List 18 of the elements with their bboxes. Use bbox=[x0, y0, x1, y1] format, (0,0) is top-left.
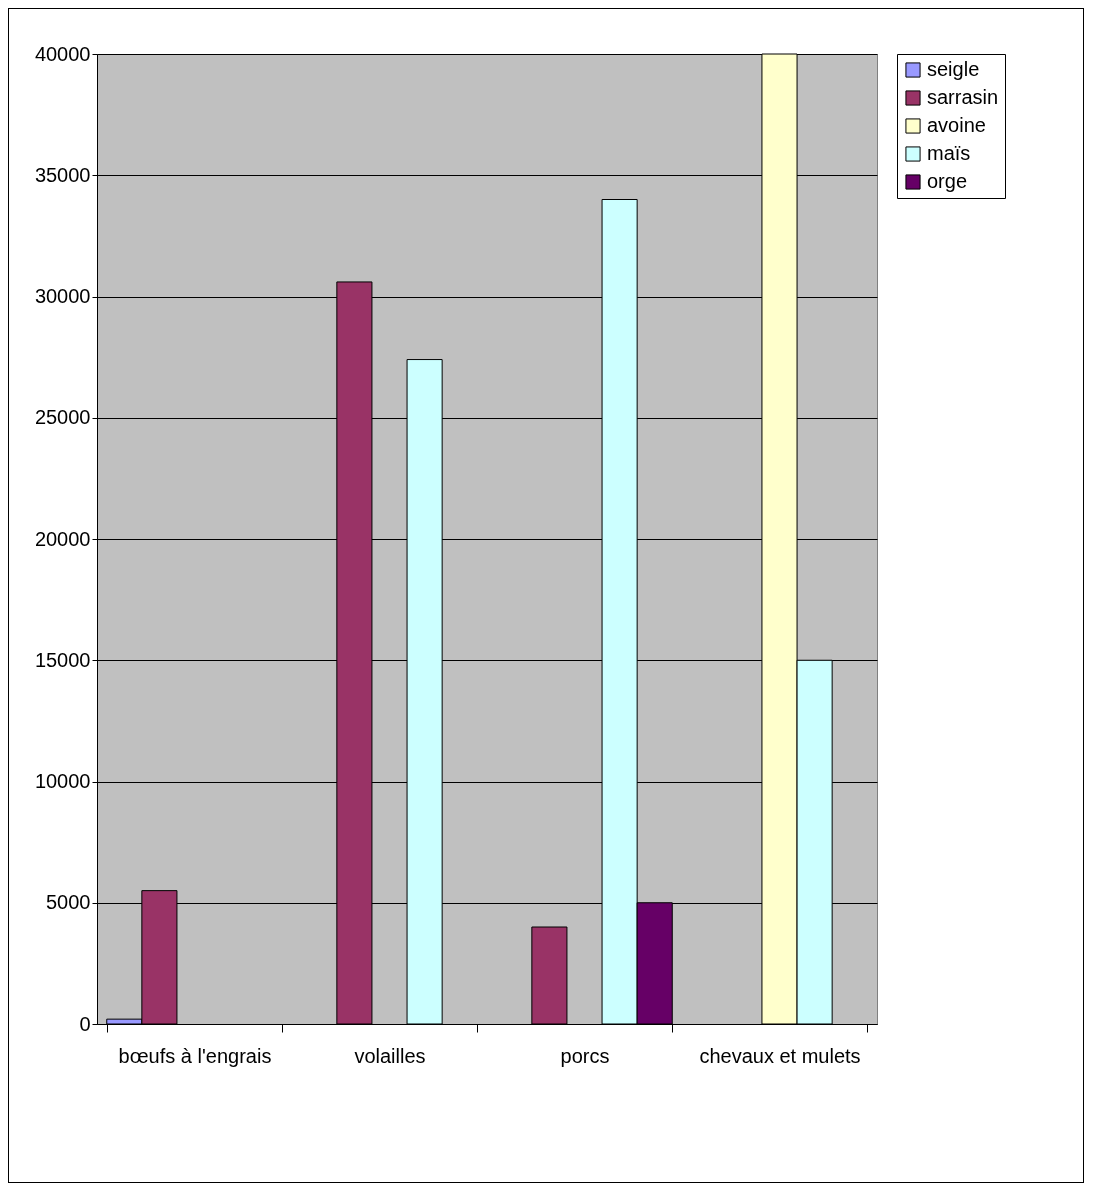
y-tick-label: 35000 bbox=[34, 163, 91, 186]
x-tick-label: bœufs à l'engrais bbox=[118, 1044, 272, 1067]
x-tick-label: volailles bbox=[354, 1044, 426, 1067]
legend-label: seigle bbox=[927, 58, 980, 80]
y-tick-label: 10000 bbox=[34, 770, 91, 792]
y-tick-label: 0 bbox=[79, 1012, 91, 1035]
legend-label: orge bbox=[927, 170, 968, 192]
legend-label: sarrasin bbox=[927, 86, 999, 108]
y-tick-label: 5000 bbox=[46, 891, 91, 914]
y-tick-label: 40000 bbox=[34, 42, 91, 65]
x-tick-label: chevaux et mulets bbox=[699, 1044, 861, 1067]
legend-label: avoine bbox=[927, 114, 986, 136]
y-tick-label: 30000 bbox=[34, 285, 91, 307]
y-tick-label: 15000 bbox=[34, 648, 91, 671]
legend-label: maïs bbox=[927, 142, 971, 164]
y-tick-label: 20000 bbox=[34, 527, 91, 550]
y-tick-label: 25000 bbox=[34, 406, 91, 429]
x-tick-label: porcs bbox=[560, 1044, 610, 1067]
